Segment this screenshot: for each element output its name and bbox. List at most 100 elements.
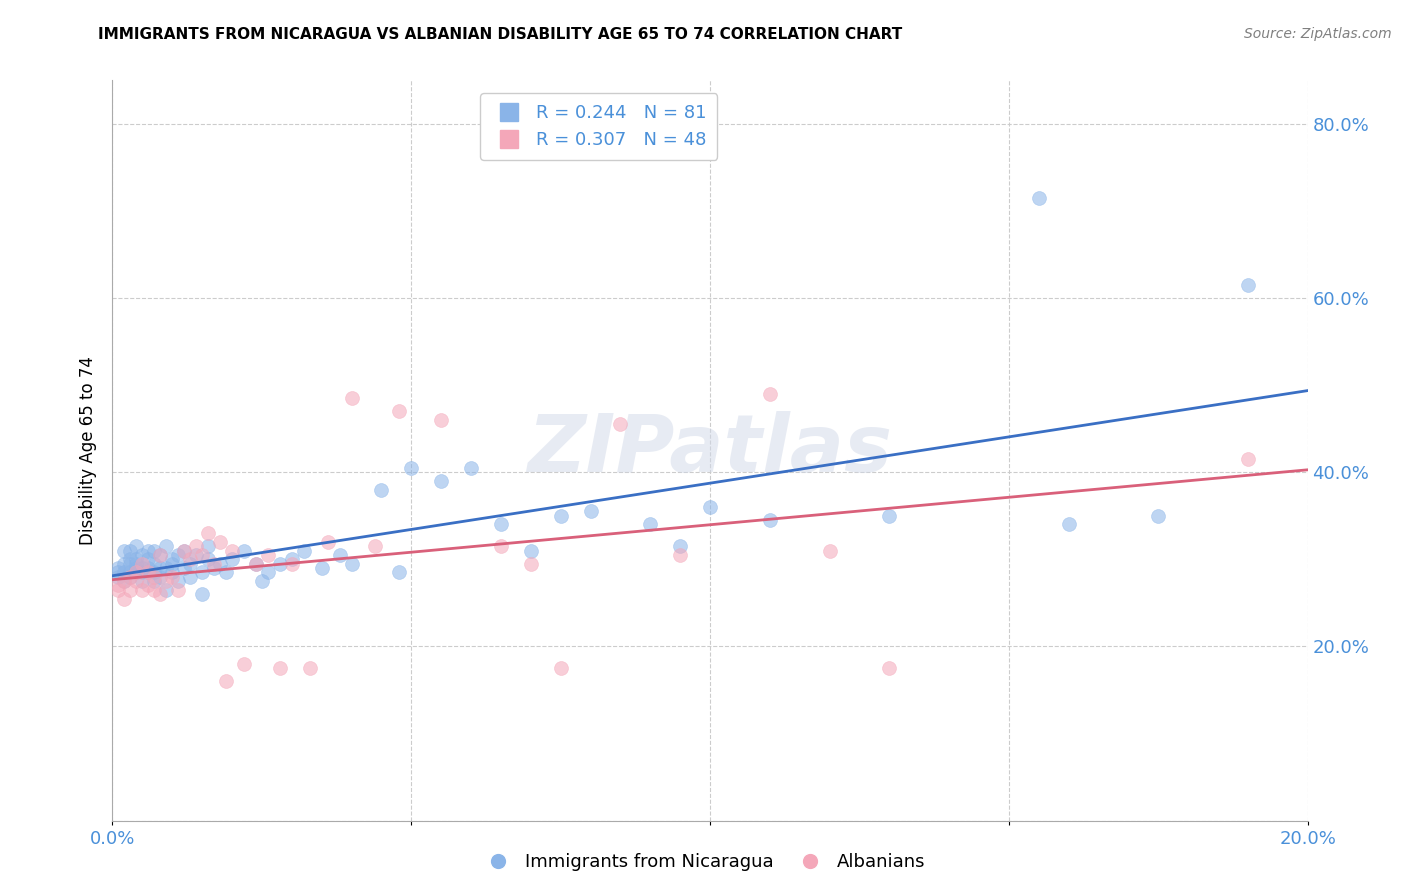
Point	[107, 570, 129, 584]
Point	[759, 513, 782, 527]
Point	[759, 387, 782, 401]
Point	[173, 561, 195, 575]
Point	[149, 561, 172, 575]
Point	[179, 552, 201, 566]
Point	[186, 539, 208, 553]
Point	[107, 582, 129, 597]
Point	[215, 674, 238, 689]
Point	[131, 561, 153, 575]
Point	[257, 548, 280, 562]
Point	[520, 543, 543, 558]
Point	[209, 557, 232, 571]
Point	[143, 566, 166, 580]
Point	[388, 404, 411, 418]
Point	[138, 578, 160, 592]
Point	[155, 561, 177, 575]
Point	[114, 566, 135, 580]
Point	[520, 557, 543, 571]
Point	[579, 504, 602, 518]
Point	[138, 561, 160, 575]
Point	[191, 587, 214, 601]
Point	[388, 566, 411, 580]
Point	[879, 661, 901, 675]
Point	[120, 552, 142, 566]
Point	[489, 539, 512, 553]
Point	[215, 566, 238, 580]
Point	[120, 557, 142, 571]
Point	[430, 474, 453, 488]
Point	[269, 557, 291, 571]
Point	[125, 561, 148, 575]
Point	[340, 391, 363, 405]
Point	[370, 483, 392, 497]
Point	[155, 582, 177, 597]
Point	[257, 566, 280, 580]
Point	[149, 570, 172, 584]
Point	[179, 570, 201, 584]
Point	[1237, 277, 1260, 292]
Legend: Immigrants from Nicaragua, Albanians: Immigrants from Nicaragua, Albanians	[472, 847, 934, 879]
Point	[125, 552, 148, 566]
Point	[191, 566, 214, 580]
Point	[221, 552, 243, 566]
Point	[107, 578, 129, 592]
Point	[162, 566, 183, 580]
Text: IMMIGRANTS FROM NICARAGUA VS ALBANIAN DISABILITY AGE 65 TO 74 CORRELATION CHART: IMMIGRANTS FROM NICARAGUA VS ALBANIAN DI…	[98, 27, 903, 42]
Point	[120, 543, 142, 558]
Point	[131, 566, 153, 580]
Point	[143, 582, 166, 597]
Point	[191, 548, 214, 562]
Point	[114, 591, 135, 606]
Point	[250, 574, 273, 588]
Point	[1057, 517, 1080, 532]
Point	[120, 570, 142, 584]
Point	[114, 574, 135, 588]
Point	[131, 582, 153, 597]
Point	[245, 557, 267, 571]
Text: ZIPatlas: ZIPatlas	[527, 411, 893, 490]
Point	[162, 557, 183, 571]
Y-axis label: Disability Age 65 to 74: Disability Age 65 to 74	[79, 356, 97, 545]
Point	[233, 657, 256, 671]
Point	[329, 548, 352, 562]
Point	[173, 543, 195, 558]
Point	[221, 543, 243, 558]
Point	[125, 539, 148, 553]
Point	[316, 535, 339, 549]
Point	[1237, 452, 1260, 467]
Point	[162, 570, 183, 584]
Point	[179, 557, 201, 571]
Point	[818, 543, 841, 558]
Point	[609, 417, 631, 432]
Point	[167, 574, 190, 588]
Point	[281, 552, 304, 566]
Point	[364, 539, 387, 553]
Point	[197, 526, 219, 541]
Point	[120, 570, 142, 584]
Point	[430, 413, 453, 427]
Point	[143, 543, 166, 558]
Point	[640, 517, 662, 532]
Point	[131, 557, 153, 571]
Point	[114, 543, 135, 558]
Point	[550, 508, 572, 523]
Point	[138, 552, 160, 566]
Point	[311, 561, 333, 575]
Point	[125, 566, 148, 580]
Point	[550, 661, 572, 675]
Point	[149, 587, 172, 601]
Point	[173, 543, 195, 558]
Point	[197, 539, 219, 553]
Point	[125, 557, 148, 571]
Point	[162, 552, 183, 566]
Point	[107, 561, 129, 575]
Point	[298, 661, 321, 675]
Point	[149, 548, 172, 562]
Point	[131, 574, 153, 588]
Point	[114, 574, 135, 588]
Point	[269, 661, 291, 675]
Point	[879, 508, 901, 523]
Point	[114, 557, 135, 571]
Point	[155, 539, 177, 553]
Point	[107, 566, 129, 580]
